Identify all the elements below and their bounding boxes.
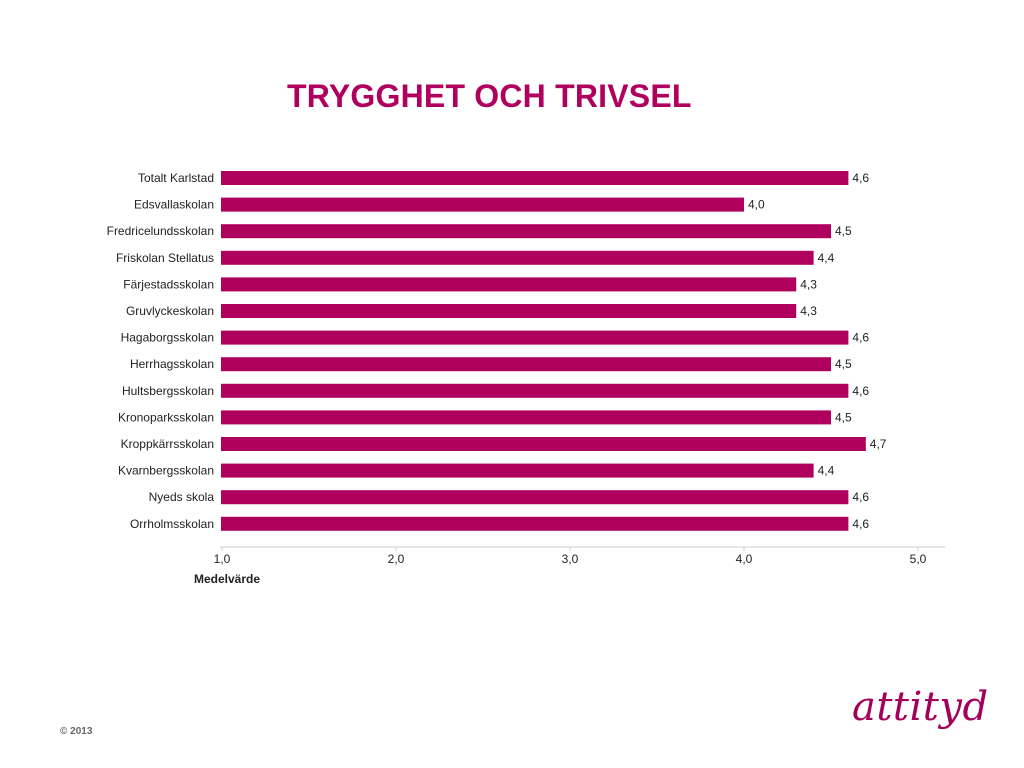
category-label: Gruvlyckeskolan bbox=[126, 304, 214, 318]
bar bbox=[221, 410, 831, 425]
data-label: 4,0 bbox=[748, 198, 765, 212]
x-tick-label: 3,0 bbox=[562, 552, 579, 566]
x-axis-title: Medelvärde bbox=[194, 572, 260, 586]
bar bbox=[221, 224, 831, 239]
category-label: Totalt Karlstad bbox=[138, 171, 214, 185]
data-label: 4,3 bbox=[800, 304, 817, 318]
category-label: Kronoparksskolan bbox=[118, 410, 214, 424]
attityd-logo: attityd bbox=[852, 684, 989, 730]
bar bbox=[221, 490, 849, 505]
bar bbox=[221, 330, 849, 345]
category-label: Herrhagsskolan bbox=[130, 357, 214, 371]
bar bbox=[221, 171, 849, 185]
data-label: 4,3 bbox=[800, 277, 817, 291]
x-tick-label: 1,0 bbox=[214, 552, 231, 566]
data-label: 4,6 bbox=[852, 171, 869, 185]
category-label: Hagaborgsskolan bbox=[121, 331, 214, 345]
category-label: Kroppkärrsskolan bbox=[121, 437, 214, 451]
bar bbox=[221, 277, 797, 292]
category-label: Färjestadsskolan bbox=[123, 277, 214, 291]
data-label: 4,6 bbox=[852, 517, 869, 531]
data-label: 4,4 bbox=[818, 464, 835, 478]
data-label: 4,6 bbox=[852, 490, 869, 504]
copyright-notice: © 2013 bbox=[60, 726, 93, 737]
x-tick-label: 5,0 bbox=[910, 552, 927, 566]
x-tick-label: 2,0 bbox=[388, 552, 405, 566]
slide-title: TRYGGHET OCH TRIVSEL bbox=[287, 78, 692, 114]
bar-chart: Totalt Karlstad 4,6 Edsvallaskolan 4,0 Fredr… bbox=[107, 171, 945, 586]
bar bbox=[221, 250, 814, 265]
data-label: 4,5 bbox=[835, 224, 852, 238]
category-label: Friskolan Stellatus bbox=[116, 251, 214, 265]
category-label: Nyeds skola bbox=[149, 490, 215, 504]
bar bbox=[221, 197, 744, 212]
bar bbox=[221, 437, 866, 451]
data-label: 4,5 bbox=[835, 357, 852, 371]
bar bbox=[221, 463, 814, 478]
category-label: Orrholmsskolan bbox=[130, 517, 214, 531]
data-label: 4,5 bbox=[835, 410, 852, 424]
data-label: 4,6 bbox=[852, 384, 869, 398]
data-label: 4,6 bbox=[852, 331, 869, 345]
bar bbox=[221, 304, 797, 318]
bar bbox=[221, 516, 849, 531]
data-label: 4,4 bbox=[818, 251, 835, 265]
category-label: Edsvallaskolan bbox=[134, 198, 214, 212]
data-label: 4,7 bbox=[870, 437, 887, 451]
bar bbox=[221, 383, 849, 398]
bar bbox=[221, 357, 831, 372]
category-label: Hultsbergsskolan bbox=[122, 384, 214, 398]
category-label: Kvarnbergsskolan bbox=[118, 464, 214, 478]
x-tick-label: 4,0 bbox=[736, 552, 753, 566]
category-label: Fredricelundsskolan bbox=[107, 224, 214, 238]
